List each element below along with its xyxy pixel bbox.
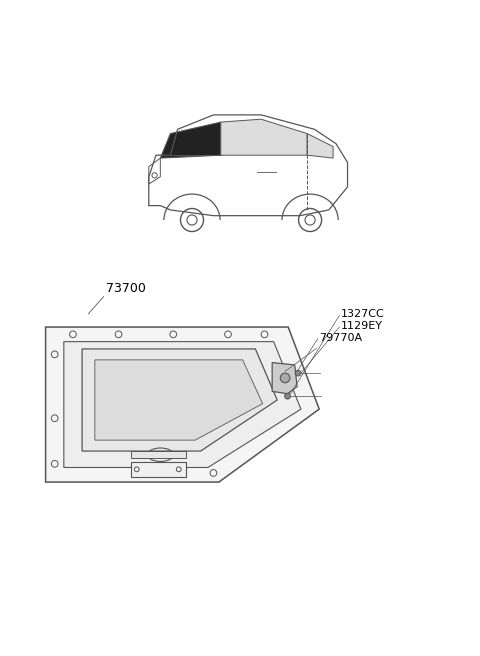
- Polygon shape: [307, 134, 333, 158]
- Polygon shape: [132, 451, 186, 459]
- Polygon shape: [82, 349, 277, 451]
- Text: 1129EY: 1129EY: [341, 321, 383, 331]
- Circle shape: [295, 370, 301, 376]
- Polygon shape: [64, 342, 301, 468]
- Polygon shape: [160, 122, 221, 158]
- Text: 73700: 73700: [106, 282, 145, 295]
- Text: 1327CC: 1327CC: [341, 310, 384, 319]
- Polygon shape: [95, 360, 263, 440]
- Circle shape: [280, 373, 290, 382]
- Polygon shape: [132, 462, 186, 477]
- Circle shape: [285, 394, 290, 399]
- Text: 79770A: 79770A: [319, 333, 362, 344]
- Polygon shape: [221, 119, 307, 155]
- Polygon shape: [46, 327, 319, 482]
- Polygon shape: [272, 363, 297, 394]
